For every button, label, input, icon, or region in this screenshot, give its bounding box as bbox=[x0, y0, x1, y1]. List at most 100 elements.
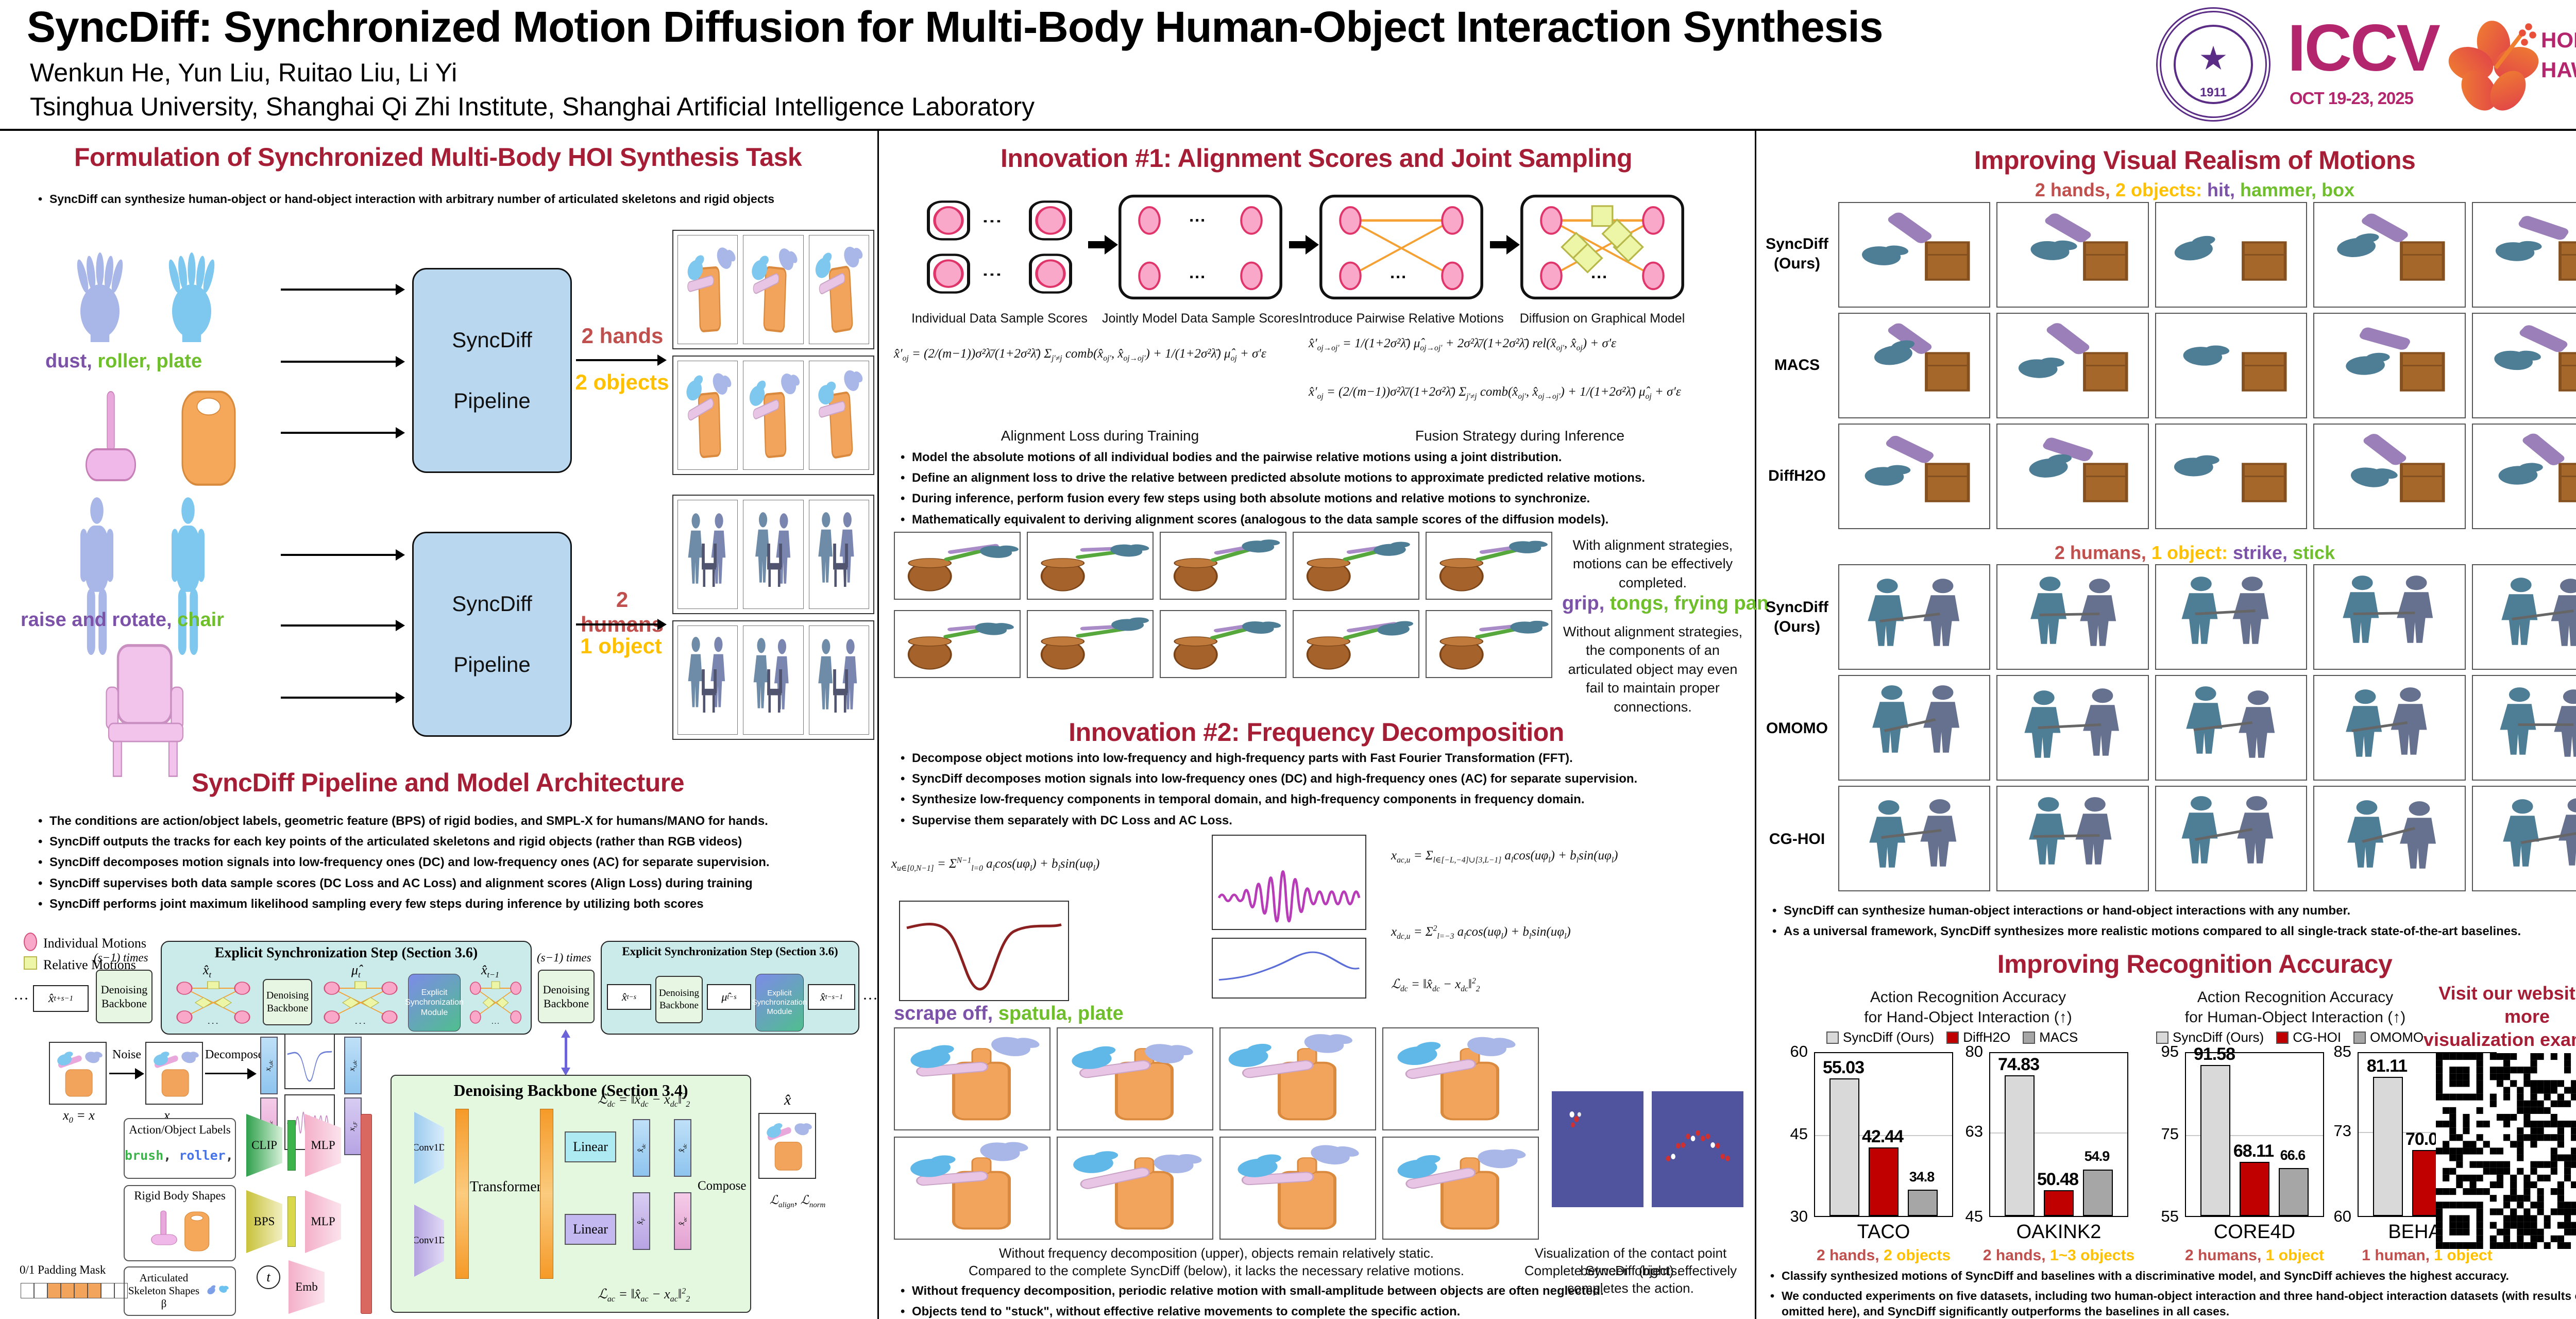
scrape-action-label: scrape off, spatula, plate bbox=[894, 1003, 1255, 1025]
iccv-dates: OCT 19-23, 2025 bbox=[2290, 89, 2414, 108]
result-thumbnail bbox=[1219, 1137, 1376, 1240]
result-thumbnail bbox=[1219, 1027, 1376, 1130]
iccv-city: HONOLULU bbox=[2541, 28, 2576, 52]
y-tick-label: 95 bbox=[2161, 1042, 2179, 1060]
timestep-circle: t bbox=[257, 1265, 280, 1289]
bar-omomo bbox=[2279, 1168, 2309, 1216]
result-thumbnail bbox=[1996, 313, 2149, 418]
arrow-pipeline-out-1 bbox=[576, 354, 667, 366]
bar-cg-hoi bbox=[2240, 1162, 2269, 1216]
svg-text:···: ··· bbox=[982, 266, 1003, 282]
chair-object bbox=[90, 640, 206, 779]
y-tick-label: 60 bbox=[2333, 1207, 2351, 1225]
syncdiff-pipeline-box-2: SyncDiff Pipeline bbox=[412, 532, 572, 737]
bar-value-label: 91.58 bbox=[2193, 1044, 2235, 1064]
innovation2-bullet: Synthesize low-frequency components in t… bbox=[896, 791, 1741, 807]
svg-text:···: ··· bbox=[1390, 267, 1407, 286]
pipeline-bullet-list: The conditions are action/object labels,… bbox=[34, 813, 858, 917]
xhat-dc-bar: x̂dc bbox=[633, 1119, 650, 1177]
ac-spectrum-box bbox=[1212, 835, 1366, 930]
panel-pairwise-motions: ··· bbox=[1316, 192, 1486, 302]
result-thumbnail bbox=[1838, 564, 1991, 670]
chart-group-title-human: Action Recognition Accuracy for Human-Ob… bbox=[2146, 987, 2445, 1027]
pipeline-bullet: SyncDiff outputs the tracks for each key… bbox=[34, 834, 858, 850]
padding-mask-cell bbox=[34, 1283, 47, 1298]
result-thumbnail bbox=[1160, 532, 1286, 600]
realism-grid1-row1 bbox=[1838, 202, 2576, 308]
word: raise and rotate, bbox=[21, 609, 178, 631]
xhat-dc2-bar: x̂dc bbox=[674, 1119, 691, 1177]
bar-syncdiff-ours- bbox=[2005, 1075, 2035, 1216]
pipeline-bullet: SyncDiff decomposes motion signals into … bbox=[34, 854, 858, 870]
mu-ts-box: μ̂ t−s bbox=[707, 984, 751, 1010]
legend-label: DiffH2O bbox=[1963, 1029, 2011, 1045]
result-thumbnail bbox=[894, 1027, 1050, 1130]
word: strike, bbox=[2232, 542, 2293, 563]
bps-encoder: BPS bbox=[246, 1190, 282, 1253]
sync-step-title-1: Explicit Synchronization Step (Section 3… bbox=[214, 945, 478, 961]
arrow-panel-1-2 bbox=[1088, 235, 1118, 255]
realism-grid1-row3 bbox=[1838, 424, 2576, 529]
contact-vis-right bbox=[1652, 1091, 1743, 1207]
result-thumbnail bbox=[2471, 564, 2576, 670]
result-thumbnail bbox=[2471, 786, 2576, 891]
chart-taco: 30 45 60 55.03 42.44 34.8 TACO 2 hands, 2 objec… bbox=[1780, 1042, 1955, 1289]
result-thumbnail bbox=[808, 625, 869, 735]
x0-image bbox=[49, 1042, 107, 1105]
chart-group-title-hand: Action Recognition Accuracy for Hand-Obj… bbox=[1819, 987, 2117, 1027]
legend-swatch bbox=[2353, 1031, 2366, 1044]
xtF-bar-label: xt,F bbox=[347, 1121, 359, 1131]
bar-diffh2o bbox=[1869, 1147, 1899, 1216]
page-title: SyncDiff: Synchronized Motion Diffusion … bbox=[27, 3, 1883, 51]
innovation2-conclusion-bullet: Without frequency decomposition, periodi… bbox=[896, 1283, 1741, 1299]
bar-value-label: 68.11 bbox=[2233, 1141, 2274, 1161]
chart-group-title-hand-l2: for Hand-Object Interaction (↑) bbox=[1864, 1009, 2072, 1026]
realism-grid1-row2 bbox=[1838, 313, 2576, 418]
word: stick bbox=[2293, 542, 2335, 563]
y-tick-label: 75 bbox=[2161, 1125, 2179, 1143]
caption-alignment-training: Alignment Loss during Training bbox=[1001, 428, 1199, 444]
legend-entry: MACS bbox=[2023, 1029, 2078, 1045]
explicit-sync-module-2: Explicit Synchronization Module bbox=[752, 974, 807, 1031]
legend-entry: SyncDiff (Ours) bbox=[1826, 1029, 1934, 1045]
with-alignment-text: With alignment strategies, motions can b… bbox=[1572, 537, 1733, 590]
mlp-2: MLP bbox=[305, 1190, 341, 1253]
backbone-link-arrow bbox=[561, 1029, 570, 1076]
row-label-syncdiff-2: SyncDiff (Ours) bbox=[1766, 599, 1828, 635]
graph-individual-1: ··· bbox=[172, 977, 255, 1028]
word: hammer, bbox=[2240, 179, 2322, 200]
section-title-innovation1: Innovation #1: Alignment Scores and Join… bbox=[1000, 144, 1633, 173]
xtdc-bar: xt,dc bbox=[260, 1037, 278, 1094]
denoising-backbone-box-a: Denoising Backbone bbox=[96, 970, 152, 1023]
arrow-panel-2-3 bbox=[1289, 235, 1319, 255]
result-thumbnail bbox=[808, 361, 869, 470]
human-mesh-right bbox=[147, 496, 229, 662]
innovation2-bottom-bullets: Without frequency decomposition, periodi… bbox=[896, 1283, 1741, 1319]
chart-oakink2: 45 63 80 74.83 50.48 54.9 OAKINK2 2 hands, 1~3 … bbox=[1955, 1042, 2135, 1289]
svg-text:···: ··· bbox=[1189, 211, 1206, 230]
subtitle-hands-objects: 2 hands, 2 objects: hit, hammer, box bbox=[1759, 179, 2576, 201]
padding-mask-label: 0/1 Padding Mask bbox=[20, 1263, 106, 1276]
skeleton-title: Articulated Skeleton Shapes β bbox=[128, 1272, 200, 1310]
legend-label: CG-HOI bbox=[2293, 1029, 2342, 1045]
realism-grid2-row3 bbox=[1838, 786, 2576, 891]
subtitle-humans-object: 2 humans, 1 object: strike, stick bbox=[1759, 542, 2576, 564]
iccv-state: HAWAII bbox=[2541, 58, 2576, 82]
innovation2-bullet: SyncDiff decomposes motion signals into … bbox=[896, 771, 1741, 787]
result-thumbnail bbox=[1160, 610, 1286, 678]
word: dust, bbox=[45, 350, 98, 372]
legend-swatch bbox=[2156, 1031, 2168, 1044]
result-thumbnail bbox=[1027, 532, 1154, 600]
dc-wave-box bbox=[1212, 938, 1366, 999]
result-thumbnail bbox=[1838, 424, 1991, 529]
chart-group-title-human-l1: Action Recognition Accuracy bbox=[2197, 989, 2394, 1006]
result-thumbnail bbox=[2313, 202, 2466, 308]
legend-individual-motion-icon bbox=[24, 933, 37, 951]
result-thumbnail bbox=[1996, 675, 2149, 781]
xhat-t1-label: x̂t−1 bbox=[481, 962, 499, 980]
iccv-logo: ICCV OCT 19-23, 2025 HONOLULU HAWAII bbox=[2287, 10, 2576, 124]
recognition-bullet: We conducted experiments on five dataset… bbox=[1766, 1289, 2576, 1319]
result-thumbnail bbox=[677, 500, 738, 609]
output-scene bbox=[759, 1114, 815, 1178]
flow-ellipsis-out: ··· bbox=[862, 990, 878, 1007]
